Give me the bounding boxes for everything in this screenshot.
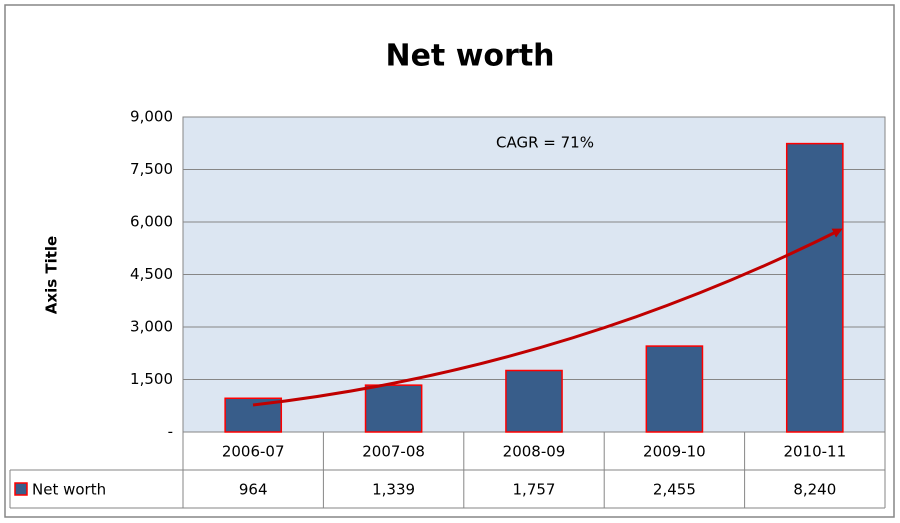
table-value: 8,240	[793, 481, 836, 499]
table-value: 2,455	[653, 481, 696, 499]
y-tick-label: 7,500	[130, 160, 173, 178]
annotation: CAGR = 71%	[496, 134, 594, 152]
legend-swatch	[14, 482, 28, 496]
x-tick-label: 2008-09	[503, 443, 566, 461]
y-tick-label: 9,000	[130, 108, 173, 126]
y-axis-title: Axis Title	[43, 236, 61, 314]
legend-label: Net worth	[32, 481, 106, 499]
x-tick-label: 2007-08	[362, 443, 425, 461]
y-tick-label: 4,500	[130, 265, 173, 283]
y-tick-label: 3,000	[130, 318, 173, 336]
table-value: 1,339	[372, 481, 415, 499]
y-tick-label: 6,000	[130, 213, 173, 231]
trend-arrow	[252, 228, 843, 407]
table-value: 1,757	[513, 481, 556, 499]
bar	[364, 384, 423, 433]
chart-title: Net worth	[385, 39, 554, 74]
y-tick-label: -	[168, 423, 173, 441]
x-tick-label: 2010-11	[783, 443, 846, 461]
bar	[505, 369, 563, 433]
bar	[785, 142, 844, 433]
table-value: 964	[239, 481, 268, 499]
bar	[645, 345, 704, 433]
x-tick-label: 2006-07	[222, 443, 285, 461]
x-tick-label: 2009-10	[643, 443, 706, 461]
y-tick-label: 1,500	[130, 370, 173, 388]
